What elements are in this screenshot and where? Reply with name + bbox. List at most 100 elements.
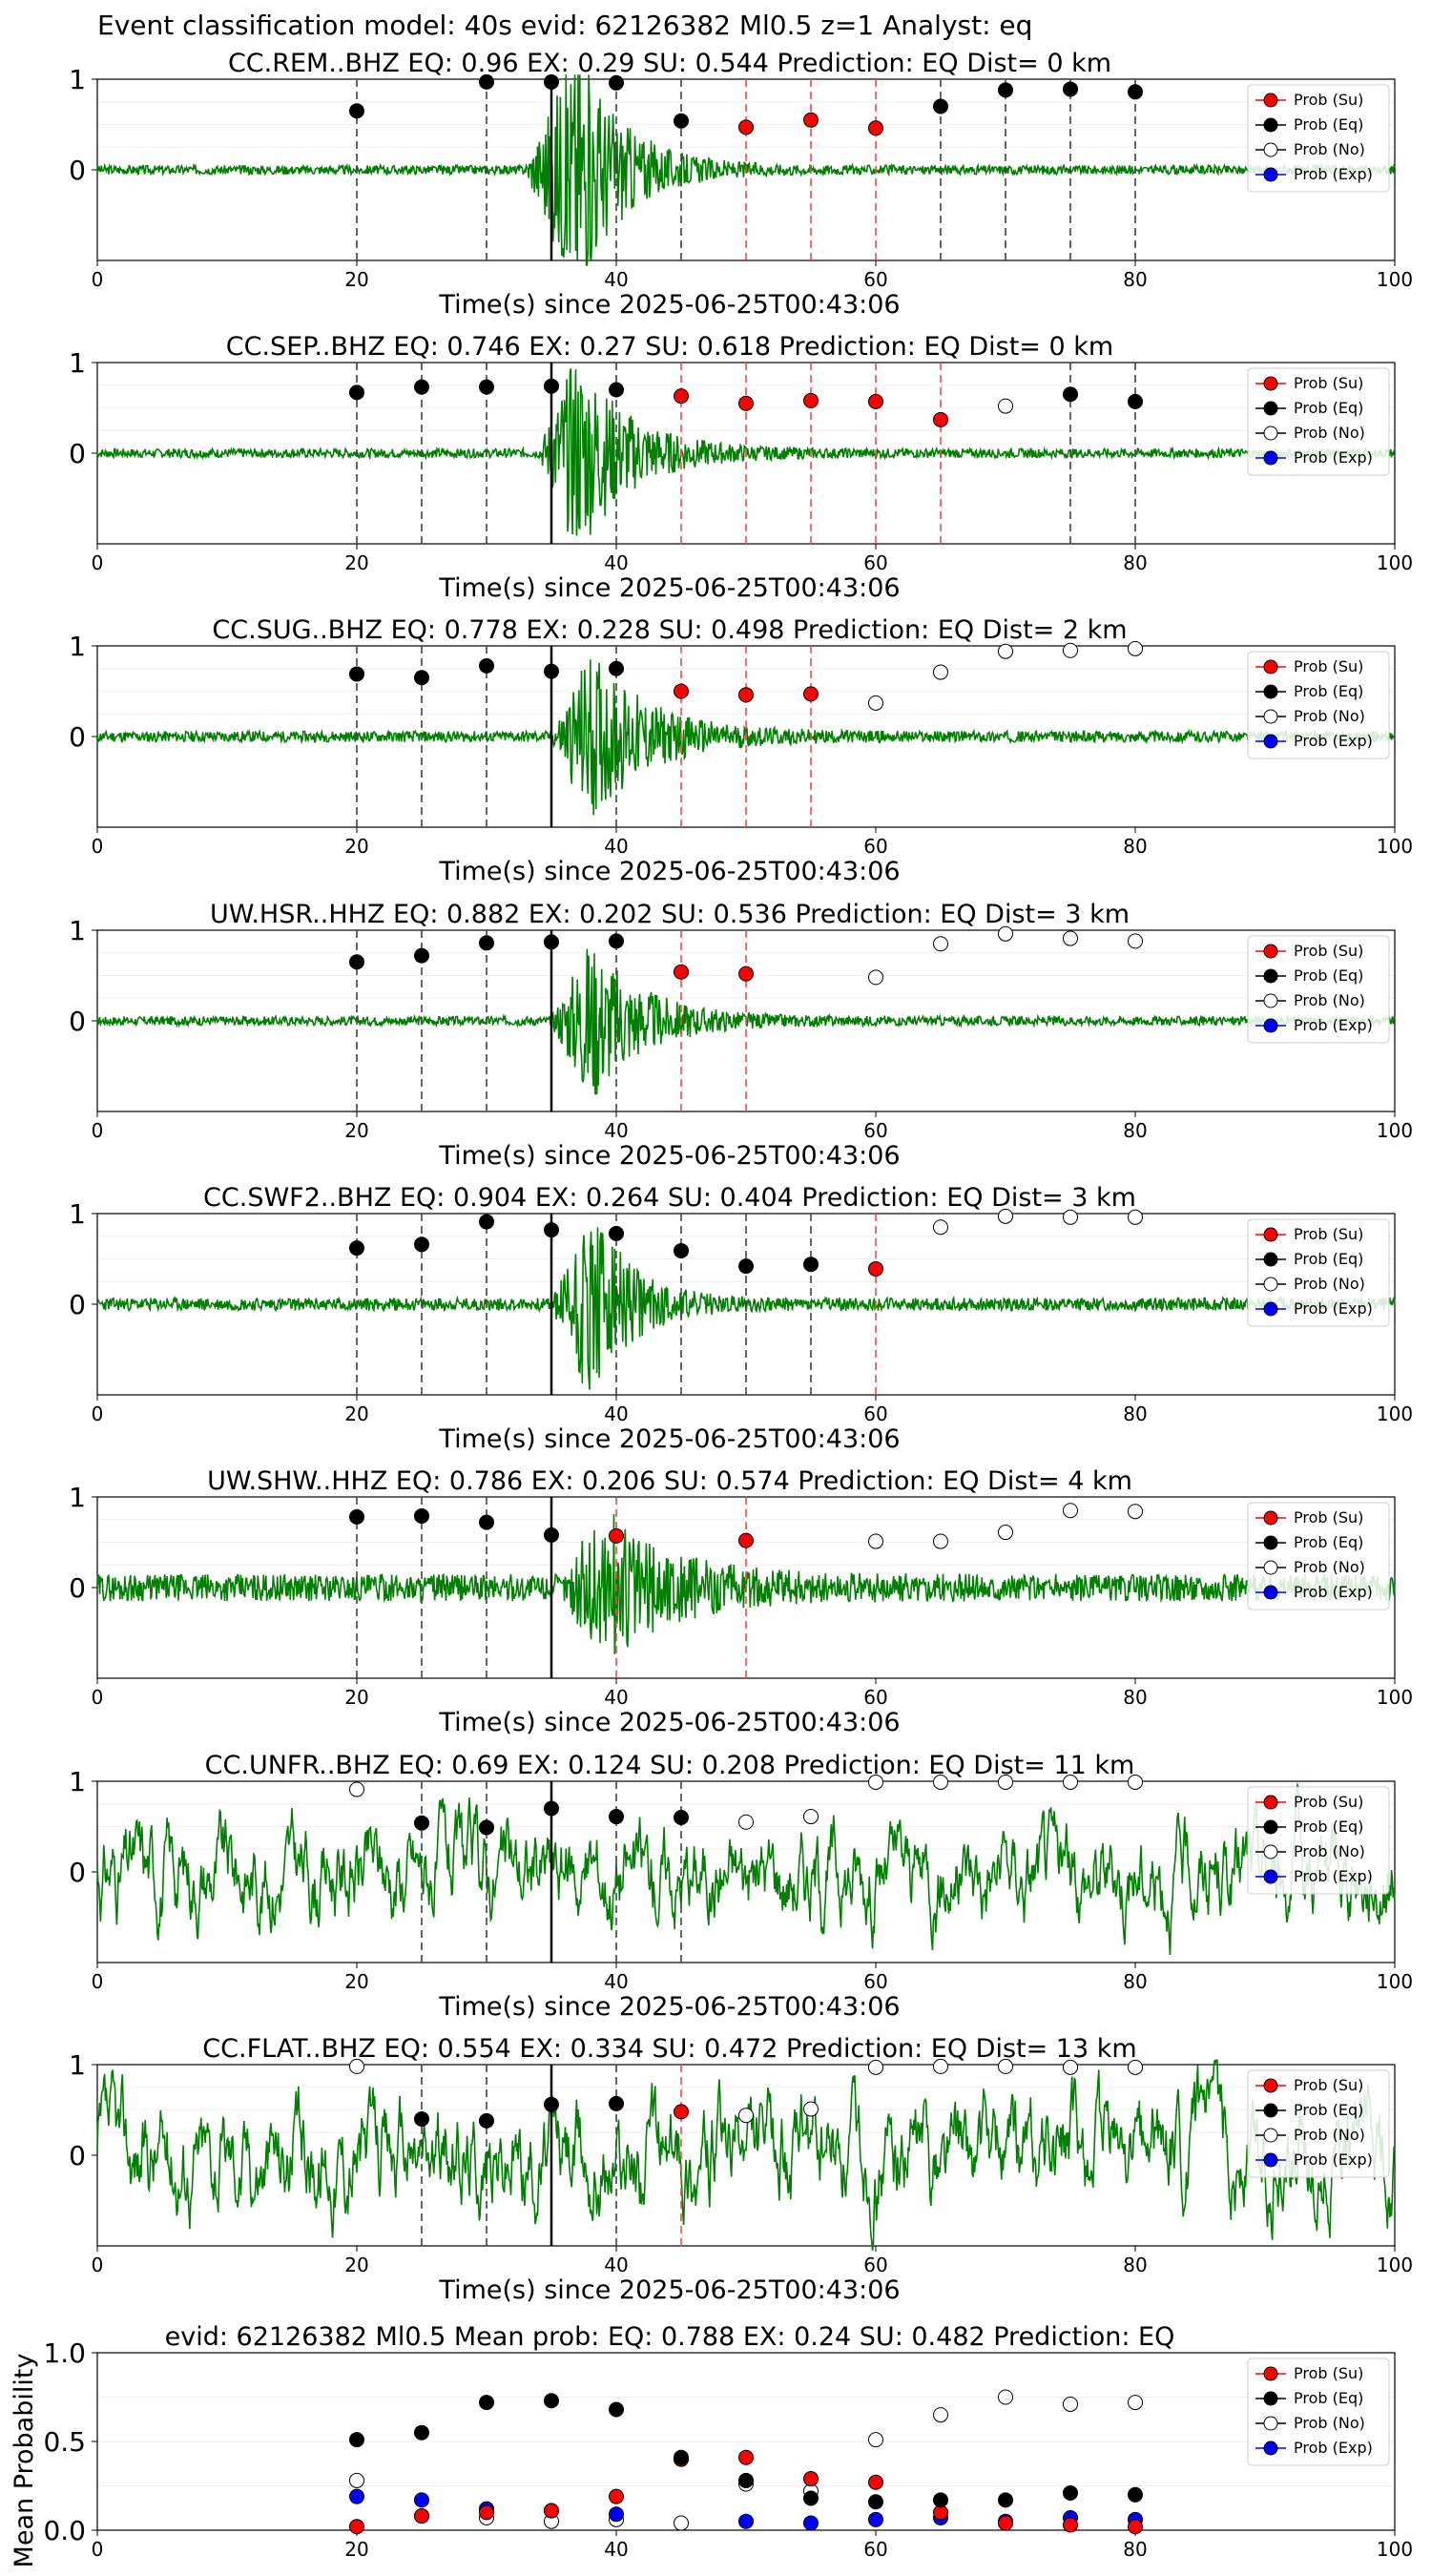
y-tick-label: 0 xyxy=(69,721,86,753)
prob-point-no xyxy=(738,2108,754,2124)
prob-point-eq xyxy=(349,1240,364,1257)
y-tick-label: 1 xyxy=(69,347,86,379)
mean-point-eq xyxy=(414,2424,429,2441)
x-axis-label: Time(s) since 2025-06-25T00:43:06 xyxy=(438,1424,900,1454)
legend-marker xyxy=(1263,167,1278,182)
x-tick-label: 40 xyxy=(604,1402,628,1425)
y-tick-label: 1.0 xyxy=(43,2337,86,2369)
prob-point-su xyxy=(868,1260,883,1277)
y-tick-label: 1 xyxy=(69,631,86,662)
x-tick-label: 100 xyxy=(1377,1402,1413,1425)
x-tick-label: 80 xyxy=(1123,835,1147,858)
x-tick-label: 40 xyxy=(604,1970,628,1993)
prob-point-su xyxy=(868,393,883,409)
legend-label: Prob (Su) xyxy=(1294,91,1363,109)
legend-label: Prob (No) xyxy=(1294,2126,1365,2144)
legend-marker xyxy=(1263,1227,1278,1242)
x-tick-label: 60 xyxy=(863,1119,887,1142)
legend-label: Prob (Exp) xyxy=(1294,2439,1373,2457)
mean-point-eq xyxy=(1063,2484,1078,2501)
prob-point-su xyxy=(738,966,754,982)
prob-point-no xyxy=(868,1774,883,1790)
x-tick-label: 40 xyxy=(604,2254,628,2276)
prob-point-eq xyxy=(609,933,624,949)
prob-point-eq xyxy=(414,947,429,964)
mean-point-su xyxy=(738,2449,754,2465)
x-tick-label: 100 xyxy=(1377,551,1413,574)
prob-point-su xyxy=(803,686,819,702)
x-axis-label: Time(s) since 2025-06-25T00:43:06 xyxy=(438,857,900,886)
x-tick-label: 80 xyxy=(1123,1119,1147,1142)
x-tick-label: 60 xyxy=(863,551,887,574)
legend-marker xyxy=(1263,2391,1278,2406)
prob-point-eq xyxy=(674,1242,689,1258)
mean-point-su xyxy=(609,2488,624,2504)
prob-point-no xyxy=(868,695,883,711)
legend-label: Prob (Eq) xyxy=(1294,1533,1363,1551)
prob-point-eq xyxy=(609,2095,624,2111)
mean-point-exp xyxy=(414,2492,429,2508)
x-tick-label: 20 xyxy=(344,268,368,291)
prob-point-eq xyxy=(544,663,559,679)
prob-point-no xyxy=(1063,642,1078,658)
mean-point-eq xyxy=(349,2432,364,2448)
mean-point-no xyxy=(1063,2396,1078,2412)
legend-marker xyxy=(1263,2128,1278,2143)
prob-point-eq xyxy=(1128,84,1143,100)
legend-marker xyxy=(1263,684,1278,699)
prob-point-su xyxy=(933,411,948,427)
legend-box xyxy=(1247,935,1390,1044)
prob-point-no xyxy=(1128,1209,1143,1225)
prob-point-eq xyxy=(414,670,429,686)
panel-title: CC.SUG..BHZ EQ: 0.778 EX: 0.228 SU: 0.49… xyxy=(212,615,1127,645)
x-tick-label: 20 xyxy=(344,551,368,574)
prob-point-no xyxy=(998,925,1013,942)
x-tick-label: 80 xyxy=(1123,1970,1147,1993)
prob-point-eq xyxy=(479,657,494,674)
prob-point-eq xyxy=(1063,81,1078,97)
legend-marker xyxy=(1263,93,1278,108)
prob-point-no xyxy=(933,1219,948,1236)
mean-point-no xyxy=(674,2515,689,2531)
legend-label: Prob (No) xyxy=(1294,1275,1365,1293)
x-axis-label: Time(s) since 2025-06-25T00:43:06 xyxy=(438,1992,900,2022)
legend-marker xyxy=(1263,2366,1278,2381)
prob-point-eq xyxy=(738,1258,754,1275)
x-tick-label: 100 xyxy=(1377,835,1413,858)
prob-point-no xyxy=(1063,930,1078,946)
prob-point-eq xyxy=(609,74,624,91)
panel-title: CC.SEP..BHZ EQ: 0.746 EX: 0.27 SU: 0.618… xyxy=(226,332,1113,362)
waveform-trace xyxy=(96,367,1396,536)
mean-point-su xyxy=(803,2471,819,2487)
panel-title: evid: 62126382 Ml0.5 Mean prob: EQ: 0.78… xyxy=(165,2322,1175,2352)
prob-point-no xyxy=(933,2058,948,2074)
prob-point-eq xyxy=(609,660,624,676)
legend-label: Prob (Su) xyxy=(1294,374,1363,392)
y-tick-label: 1 xyxy=(69,915,86,946)
x-tick-label: 0 xyxy=(92,268,104,291)
x-tick-label: 20 xyxy=(344,1970,368,1993)
x-tick-label: 60 xyxy=(863,1686,887,1709)
legend-marker xyxy=(1263,1535,1278,1550)
x-tick-label: 100 xyxy=(1377,2538,1413,2561)
legend-marker xyxy=(1263,2103,1278,2118)
mean-point-eq xyxy=(738,2472,754,2488)
prob-point-eq xyxy=(544,2096,559,2112)
prob-point-no xyxy=(933,1533,948,1549)
x-tick-label: 100 xyxy=(1377,268,1413,291)
y-tick-label: 0 xyxy=(69,438,86,469)
legend-box xyxy=(1247,1786,1390,1895)
x-tick-label: 100 xyxy=(1377,1970,1413,1993)
prob-point-eq xyxy=(544,1800,559,1817)
x-tick-label: 0 xyxy=(92,551,104,574)
prob-point-no xyxy=(868,969,883,986)
prob-point-eq xyxy=(1128,393,1143,409)
x-tick-label: 60 xyxy=(863,2254,887,2276)
x-tick-label: 80 xyxy=(1123,2254,1147,2276)
panel-title: CC.FLAT..BHZ EQ: 0.554 EX: 0.334 SU: 0.4… xyxy=(202,2034,1136,2064)
x-tick-label: 80 xyxy=(1123,1686,1147,1709)
mean-point-exp xyxy=(803,2515,819,2531)
mean-point-eq xyxy=(1128,2486,1143,2503)
legend-marker xyxy=(1263,1301,1278,1317)
legend-label: Prob (Su) xyxy=(1294,1225,1363,1243)
